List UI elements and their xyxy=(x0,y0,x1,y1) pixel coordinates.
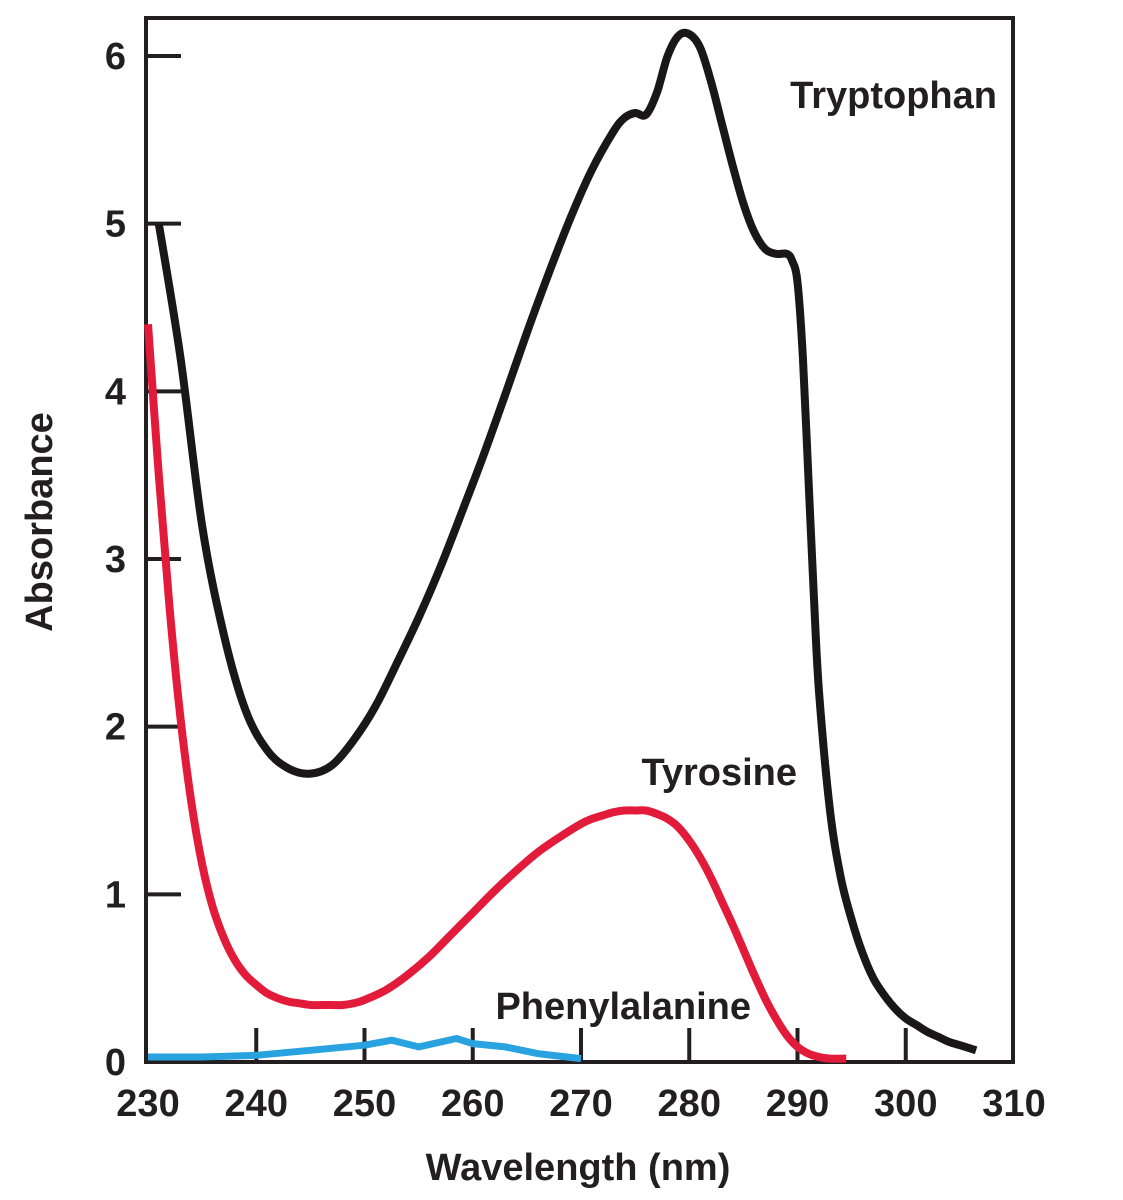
y-axis-label: Absorbance xyxy=(19,412,61,632)
phenylalanine-curve xyxy=(148,1035,582,1063)
plot-frame xyxy=(144,16,1015,1064)
tyrosine-curve xyxy=(144,324,847,1063)
y-tick-label: 0 xyxy=(105,1042,126,1084)
x-tick-label: 260 xyxy=(441,1083,504,1125)
y-tick-label: 2 xyxy=(105,707,126,749)
y-tick-label: 4 xyxy=(105,371,126,413)
x-tick-label: 230 xyxy=(116,1083,179,1125)
tryptophan-curve xyxy=(154,28,978,1055)
x-tick-label: 310 xyxy=(982,1083,1045,1125)
x-axis-label: Wavelength (nm) xyxy=(426,1147,731,1189)
y-tick-label: 3 xyxy=(105,539,126,581)
tyrosine-label: Tyrosine xyxy=(641,752,797,794)
x-tick-label: 290 xyxy=(766,1083,829,1125)
x-tick-label: 300 xyxy=(874,1083,937,1125)
y-tick-label: 1 xyxy=(105,874,126,916)
x-tick-label: 270 xyxy=(549,1083,612,1125)
phenylalanine-label: Phenylalanine xyxy=(495,986,751,1028)
y-tick-label: 5 xyxy=(105,204,126,246)
x-tick-label: 250 xyxy=(333,1083,396,1125)
x-tick-label: 240 xyxy=(225,1083,288,1125)
tryptophan-label: Tryptophan xyxy=(790,75,997,117)
y-tick-label: 6 xyxy=(105,36,126,78)
x-tick-label: 280 xyxy=(658,1083,721,1125)
